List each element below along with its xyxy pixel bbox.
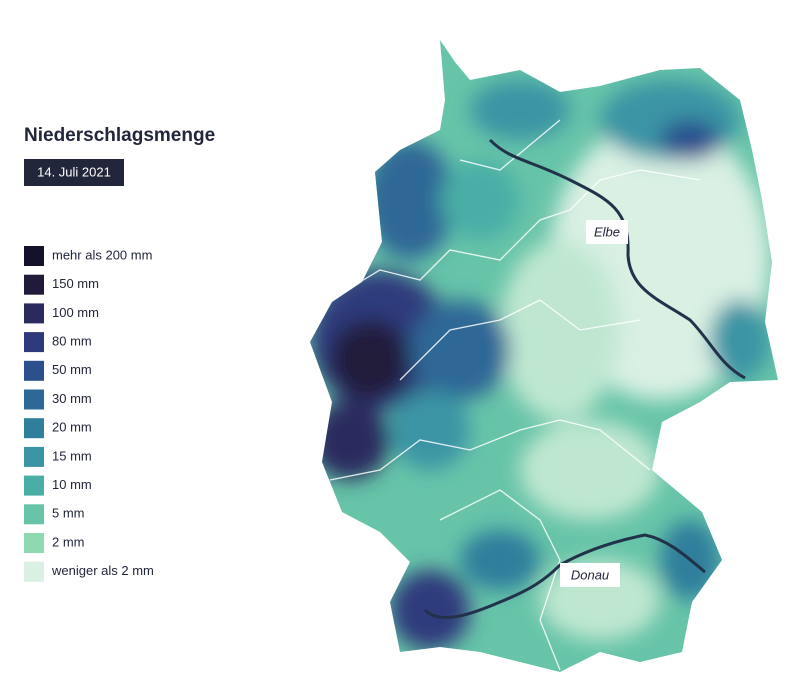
legend-swatch	[24, 246, 44, 266]
legend: mehr als 200 mm 150 mm 100 mm 80 mm 50 mm 30 …	[24, 246, 154, 582]
legend-label: 15 mm	[52, 448, 92, 463]
legend-label: 10 mm	[52, 477, 92, 492]
river-label-box	[586, 220, 628, 244]
legend-label: 5 mm	[52, 506, 85, 521]
date: 14. Juli 2021	[37, 164, 111, 179]
legend-label: 150 mm	[52, 276, 99, 291]
legend-swatch	[24, 360, 44, 381]
legend-swatch	[24, 561, 44, 582]
date-box	[24, 159, 124, 186]
legend-swatch	[24, 274, 44, 295]
river-label: Elbe	[594, 224, 620, 239]
river-label-box	[560, 563, 620, 587]
legend-label: 30 mm	[52, 391, 92, 406]
legend-swatch	[24, 303, 44, 324]
legend-label: 100 mm	[52, 305, 99, 320]
legend-swatch	[24, 389, 44, 410]
legend-swatch	[24, 475, 44, 496]
legend-swatch	[24, 504, 44, 525]
legend-swatch	[24, 332, 44, 353]
legend-swatch	[24, 446, 44, 467]
legend-label: 20 mm	[52, 420, 92, 435]
legend-swatch	[24, 533, 44, 553]
legend-swatch	[24, 418, 44, 439]
title: Niederschlagsmenge	[24, 125, 215, 146]
river-label: Donau	[571, 567, 609, 582]
river-elbe	[488, 138, 746, 380]
legend-label: 50 mm	[52, 362, 92, 377]
legend-label: 2 mm	[52, 534, 85, 549]
precipitation-map	[310, 40, 778, 672]
legend-label: 80 mm	[52, 334, 92, 349]
legend-label: mehr als 200 mm	[52, 247, 152, 262]
legend-label: weniger als 2 mm	[51, 563, 154, 578]
